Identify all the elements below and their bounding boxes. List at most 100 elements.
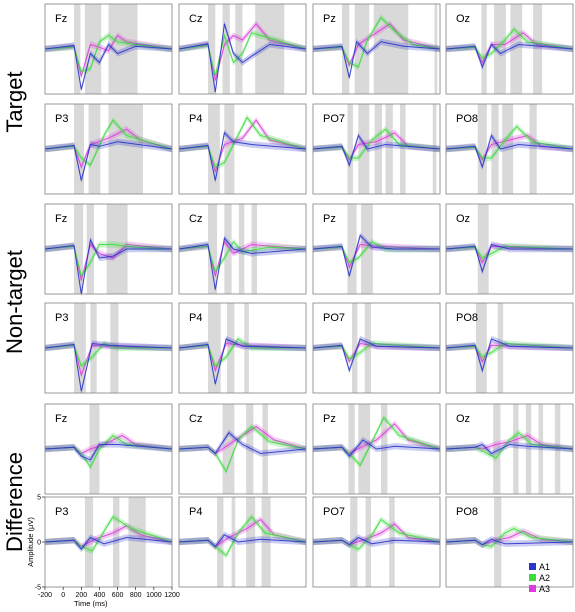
error-band-a1 xyxy=(446,335,573,374)
series-line-a1 xyxy=(312,439,441,457)
panel-target-p4: P4 xyxy=(178,103,307,195)
error-band-a3 xyxy=(45,342,172,379)
legend-label-a3: A3 xyxy=(539,584,550,594)
panel-target-po7: PO7 xyxy=(312,103,441,195)
series-line-a1 xyxy=(44,141,173,181)
panel-frame xyxy=(312,203,441,295)
panel-frame xyxy=(445,3,574,95)
significance-shade xyxy=(352,303,358,393)
channel-label: Cz xyxy=(189,413,202,425)
series-line-a1 xyxy=(44,43,173,90)
panel-frame xyxy=(445,302,574,394)
error-band-a1 xyxy=(179,531,306,550)
error-band-a2 xyxy=(313,516,440,553)
significance-shade xyxy=(244,303,249,393)
series-line-a1 xyxy=(312,40,441,78)
panel-frame xyxy=(445,103,574,195)
significance-shade xyxy=(74,4,81,94)
series-line-a1 xyxy=(178,131,307,181)
panel-frame xyxy=(312,496,441,588)
panel-non-target-p3: P3 xyxy=(44,302,173,395)
legend-swatch-a2 xyxy=(529,574,536,581)
y-tick-label: 0 xyxy=(37,540,41,547)
significance-shade xyxy=(88,104,101,194)
series-line-a1 xyxy=(445,134,574,169)
error-band-a3 xyxy=(179,340,306,374)
channel-label: P3 xyxy=(55,113,68,125)
panel-non-target-p4: P4 xyxy=(178,302,307,394)
significance-shade xyxy=(113,497,120,587)
error-band-a1 xyxy=(446,441,573,457)
significance-shade xyxy=(361,204,373,294)
series-line-a1 xyxy=(445,243,573,274)
channel-label: Oz xyxy=(456,213,470,225)
significance-shade xyxy=(348,404,355,494)
significance-shade xyxy=(108,104,143,194)
significance-shade xyxy=(106,204,128,294)
channel-label: PO7 xyxy=(323,506,345,518)
panel-background xyxy=(179,497,306,587)
significance-shade xyxy=(533,4,543,94)
series-line-a2 xyxy=(44,34,173,73)
panel-frame xyxy=(178,403,307,495)
error-band-a3 xyxy=(313,340,440,365)
panel-frame xyxy=(44,302,173,394)
significance-shade xyxy=(497,303,504,393)
significance-shade xyxy=(374,104,382,194)
y-tick-label: 5 xyxy=(37,495,41,502)
error-band-a3 xyxy=(179,516,306,550)
panel-background xyxy=(45,404,172,494)
channel-label: Fz xyxy=(55,413,67,425)
significance-shade xyxy=(89,404,100,494)
significance-shade xyxy=(262,404,268,494)
significance-shade xyxy=(208,4,216,94)
panel-difference-pz: Pz xyxy=(312,403,441,495)
significance-shade xyxy=(491,104,499,194)
panel-background xyxy=(446,404,573,494)
error-band-a1 xyxy=(446,536,573,548)
panel-target-po8: PO8 xyxy=(445,103,574,195)
panel-frame xyxy=(44,403,173,495)
panel-non-target-fz: Fz xyxy=(44,203,173,298)
error-band-a3 xyxy=(45,241,172,284)
panel-non-target-oz: Oz xyxy=(445,203,574,295)
series-line-a2 xyxy=(312,16,441,68)
row-label-difference: Difference xyxy=(2,452,27,552)
channel-label: Oz xyxy=(456,413,470,425)
significance-shade xyxy=(110,303,119,393)
panel-non-target-po7: PO7 xyxy=(312,302,441,394)
x-tick-label: 1000 xyxy=(146,592,162,599)
x-tick-label: 400 xyxy=(94,592,106,599)
significance-shade xyxy=(261,497,271,587)
panel-frame xyxy=(312,302,441,394)
y-tick-label: -5 xyxy=(35,585,41,592)
significance-shade xyxy=(347,204,357,294)
series-line-a1 xyxy=(44,536,173,551)
significance-shade xyxy=(255,4,285,94)
significance-shade xyxy=(246,497,256,587)
panel-target-p3: P3 xyxy=(44,103,173,195)
channel-label: Oz xyxy=(456,13,470,25)
panel-background xyxy=(313,303,440,393)
panel-frame xyxy=(178,302,307,394)
x-tick-label: 0 xyxy=(61,592,65,599)
significance-shade xyxy=(502,104,514,194)
significance-shade xyxy=(381,404,388,494)
legend-label-a2: A2 xyxy=(539,573,550,583)
error-band-a1 xyxy=(45,236,172,298)
panel-difference-oz: Oz xyxy=(445,403,574,495)
error-band-a2 xyxy=(45,241,172,280)
panel-background xyxy=(313,497,440,587)
panel-frame xyxy=(178,203,307,295)
panel-non-target-pz: Pz xyxy=(312,203,441,295)
series-line-a1 xyxy=(44,444,173,461)
channel-label: P3 xyxy=(55,312,68,324)
channel-label: P4 xyxy=(189,312,202,324)
error-band-a2 xyxy=(446,26,573,62)
series-line-a2 xyxy=(44,119,173,166)
error-band-a1 xyxy=(313,436,440,460)
error-band-a3 xyxy=(179,423,306,457)
panel-background xyxy=(446,497,573,587)
significance-shade xyxy=(208,204,218,294)
